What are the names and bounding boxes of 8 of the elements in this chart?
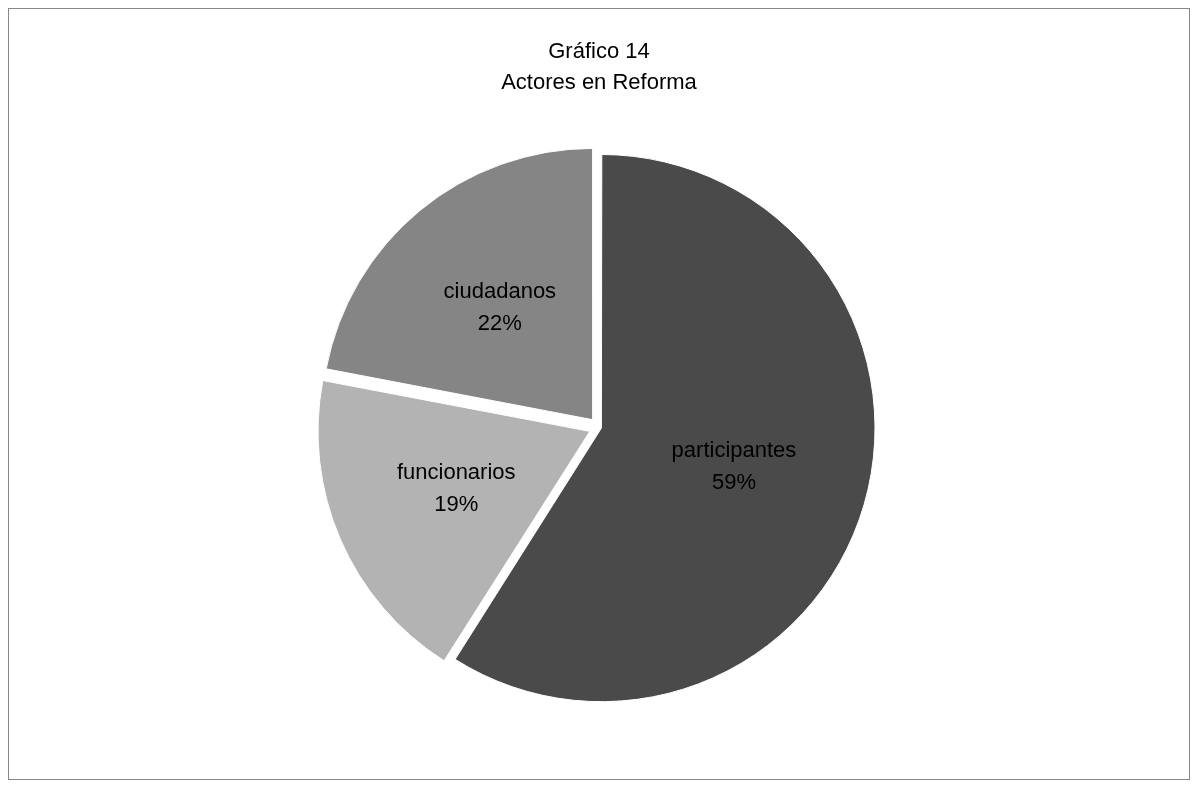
data-label: 59%: [711, 468, 756, 494]
chart-subtitle: Actores en Reforma: [501, 68, 698, 94]
slice-label: ciudadanos: [443, 277, 557, 303]
data-label: 22%: [477, 309, 522, 335]
data-label: 19%: [434, 491, 479, 517]
slice-label: participantes: [671, 436, 797, 462]
chart-title: Gráfico 14: [548, 38, 650, 64]
slice-label: funcionarios: [396, 459, 516, 485]
